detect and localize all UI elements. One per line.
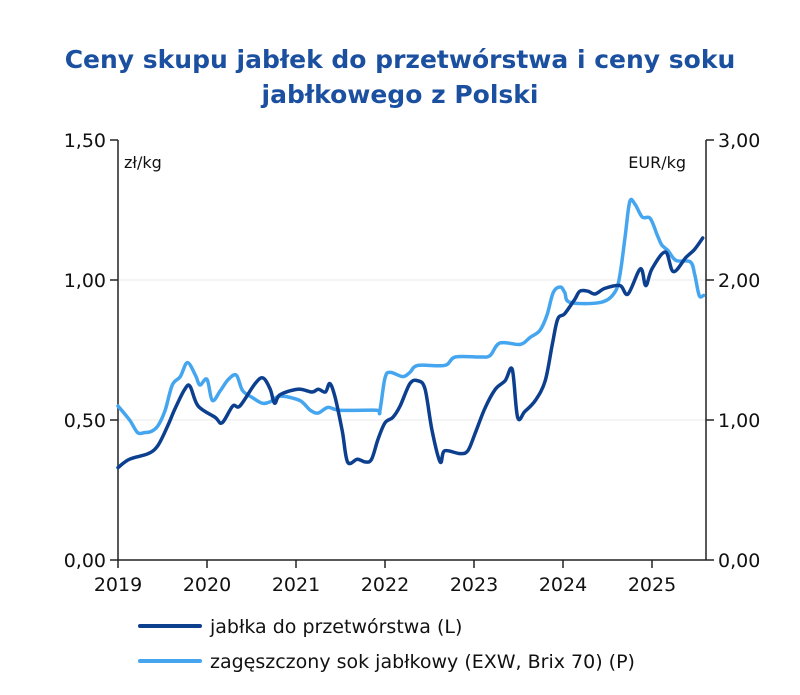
right-tick-label: 1,00 bbox=[718, 410, 760, 432]
legend-label-juice: zagęszczony sok jabłkowy (EXW, Brix 70) … bbox=[210, 651, 635, 673]
x-tick-label: 2019 bbox=[94, 574, 142, 596]
chart-title-line-2: jabłkowego z Polski bbox=[261, 80, 539, 109]
left-tick-label: 0,00 bbox=[64, 550, 106, 572]
x-tick-label: 2021 bbox=[272, 574, 320, 596]
right-tick-label: 3,00 bbox=[718, 130, 760, 152]
right-tick-label: 0,00 bbox=[718, 550, 760, 572]
x-tick-label: 2023 bbox=[450, 574, 498, 596]
chart-title-line-1: Ceny skupu jabłek do przetwórstwa i ceny… bbox=[65, 45, 736, 74]
right-tick-label: 2,00 bbox=[718, 270, 760, 292]
x-tick-label: 2020 bbox=[183, 574, 231, 596]
x-tick-label: 2024 bbox=[539, 574, 587, 596]
x-tick-label: 2025 bbox=[628, 574, 676, 596]
series-line-apples bbox=[116, 236, 705, 470]
x-tick-label: 2022 bbox=[361, 574, 409, 596]
series-line-juice bbox=[116, 197, 706, 436]
legend-label-apples: jabłka do przetwórstwa (L) bbox=[209, 616, 462, 638]
left-tick-label: 1,00 bbox=[64, 270, 106, 292]
right-axis-unit: EUR/kg bbox=[628, 153, 686, 172]
left-axis-unit: zł/kg bbox=[124, 153, 162, 172]
left-tick-label: 1,50 bbox=[64, 130, 106, 152]
legend: jabłka do przetwórstwa (L) zagęszczony s… bbox=[138, 616, 635, 673]
left-tick-label: 0,50 bbox=[64, 410, 106, 432]
